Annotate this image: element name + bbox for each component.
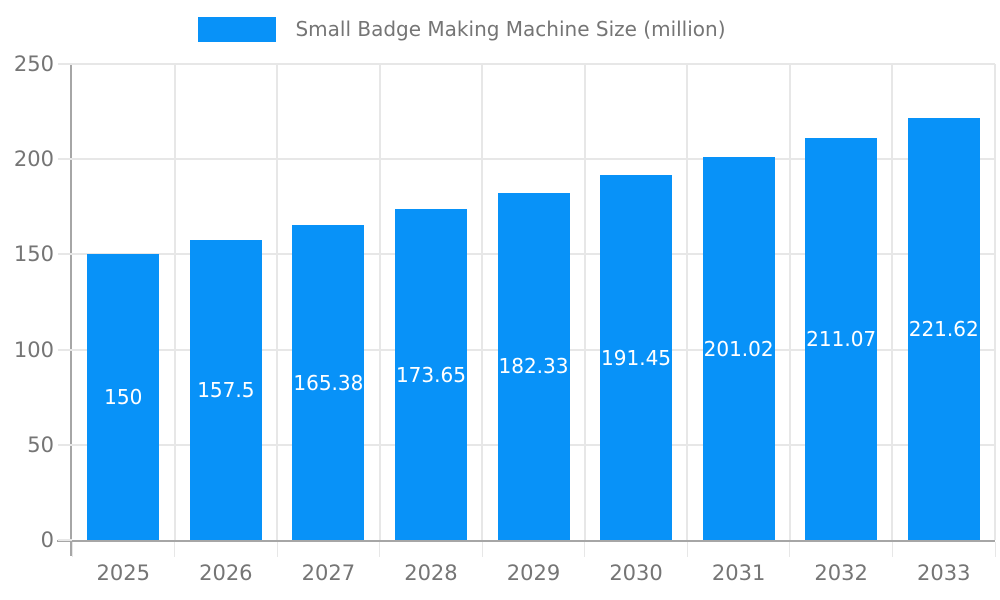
bar: 165.38 — [292, 225, 365, 540]
bar-value-label: 182.33 — [498, 354, 569, 379]
x-tick — [71, 542, 73, 557]
y-axis-tick-label: 0 — [40, 528, 54, 552]
y-axis-tick-label: 150 — [13, 242, 54, 267]
bar: 182.33 — [497, 192, 570, 540]
y-axis-tick-label: 200 — [13, 147, 54, 172]
bar-value-label: 221.62 — [908, 317, 979, 342]
y-tick — [58, 253, 72, 256]
x-axis-tick-label: 2033 — [916, 561, 971, 585]
x-tick — [174, 542, 176, 557]
bar-value-label: 150 — [104, 385, 143, 410]
x-axis-tick-label: 2031 — [711, 561, 766, 585]
x-axis-line — [57, 540, 995, 542]
v-gridline — [891, 64, 894, 540]
x-axis-tick-label: 2027 — [301, 561, 356, 585]
y-tick — [58, 539, 72, 541]
bar-value-label: 157.5 — [197, 378, 255, 403]
bar-value-label: 211.07 — [806, 327, 877, 352]
x-tick — [891, 542, 893, 557]
x-axis-tick-label: 2025 — [96, 561, 150, 585]
bar: 157.5 — [189, 240, 262, 540]
x-tick — [379, 542, 381, 557]
y-tick — [58, 348, 72, 351]
x-axis-tick-label: 2032 — [814, 561, 868, 585]
legend-swatch — [198, 17, 277, 42]
x-axis-tick-label: 2029 — [506, 561, 561, 585]
bar-value-label: 173.65 — [395, 362, 466, 387]
v-gridline — [994, 64, 996, 540]
v-gridline — [378, 64, 381, 540]
v-gridline — [583, 64, 586, 540]
y-tick — [58, 158, 72, 161]
bar: 201.02 — [702, 157, 775, 540]
bar: 150 — [87, 254, 160, 540]
x-tick — [686, 542, 688, 557]
h-gridline — [72, 158, 995, 161]
v-gridline — [686, 64, 689, 540]
y-tick — [58, 443, 72, 446]
y-axis-tick-label: 100 — [13, 337, 54, 362]
v-gridline — [788, 64, 791, 540]
x-tick — [481, 542, 483, 557]
x-tick — [276, 542, 278, 557]
x-tick — [789, 542, 791, 557]
y-axis-tick-label: 50 — [27, 432, 54, 457]
bar: 221.62 — [907, 118, 980, 540]
v-gridline — [173, 64, 176, 540]
x-axis-tick-label: 2028 — [404, 561, 458, 585]
legend: Small Badge Making Machine Size (million… — [0, 17, 962, 42]
x-tick — [584, 542, 586, 557]
v-gridline — [481, 64, 484, 540]
bar-value-label: 165.38 — [293, 370, 364, 395]
y-axis-line — [70, 64, 72, 556]
v-gridline — [276, 64, 279, 540]
x-tick — [994, 542, 996, 557]
y-tick — [58, 63, 72, 65]
bar: 211.07 — [805, 138, 878, 540]
bar: 173.65 — [394, 209, 467, 540]
bar-value-label: 201.02 — [703, 336, 774, 361]
bar: 191.45 — [600, 175, 673, 540]
legend-label: Small Badge Making Machine Size (million… — [295, 17, 726, 41]
x-axis-tick-label: 2026 — [199, 561, 253, 585]
plot-area: 0 50 100 150 200 250 150 2025 157.5 2026 165.38 202… — [14, 52, 996, 585]
h-gridline — [72, 63, 995, 65]
x-axis-tick-label: 2030 — [609, 561, 663, 585]
bar-value-label: 191.45 — [601, 345, 672, 370]
y-axis-tick-label: 250 — [13, 52, 54, 76]
